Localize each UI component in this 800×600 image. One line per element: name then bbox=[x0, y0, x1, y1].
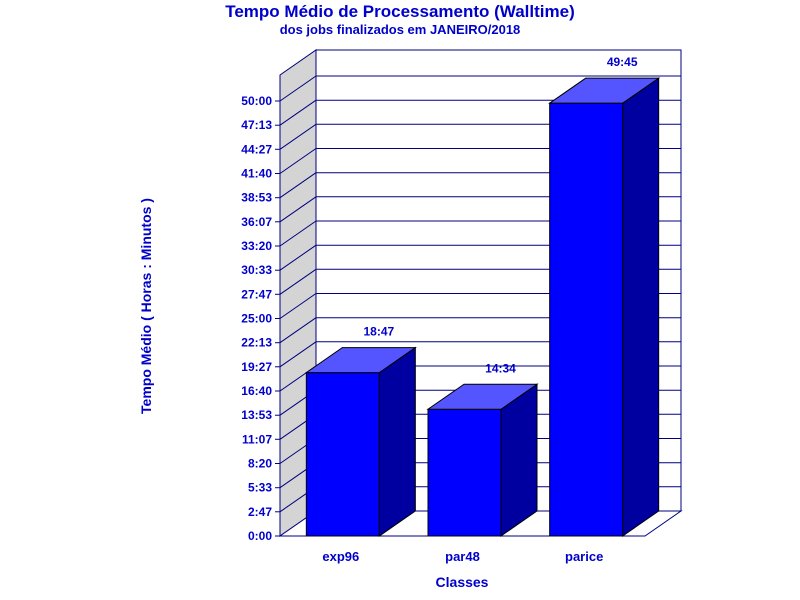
chart-subtitle: dos jobs finalizados em JANEIRO/2018 bbox=[279, 22, 521, 37]
x-tick-label: parice bbox=[565, 549, 603, 564]
y-tick-label: 36:07 bbox=[241, 215, 272, 229]
y-tick-label: 33:20 bbox=[241, 239, 272, 253]
gridline-side bbox=[279, 196, 317, 223]
gridline-side bbox=[279, 148, 317, 174]
bar-value-label: 14:34 bbox=[485, 361, 516, 375]
bar-side bbox=[500, 383, 538, 537]
gridline-side bbox=[279, 99, 317, 126]
gridline-side bbox=[279, 317, 317, 344]
y-tick-label: 27:47 bbox=[241, 287, 272, 301]
bar-value-label: 49:45 bbox=[607, 55, 638, 69]
y-tick-label: 30:33 bbox=[241, 263, 272, 277]
gridline-side bbox=[279, 220, 317, 247]
gridline-side bbox=[279, 75, 317, 102]
x-axis-label: Classes bbox=[435, 574, 489, 590]
x-tick-label: par48 bbox=[445, 549, 480, 564]
y-tick-label: 5:33 bbox=[248, 481, 272, 495]
y-tick-label: 50:00 bbox=[241, 94, 272, 108]
y-tick-label: 8:20 bbox=[248, 457, 272, 471]
y-tick-label: 11:07 bbox=[242, 432, 272, 446]
gridline-side bbox=[279, 268, 317, 295]
bar-front bbox=[549, 102, 624, 537]
bar-side bbox=[378, 346, 416, 537]
y-tick-label: 22:13 bbox=[241, 336, 272, 350]
gridline-side bbox=[279, 172, 317, 199]
bar-side bbox=[622, 77, 660, 537]
gridline-side bbox=[279, 244, 317, 271]
y-tick-label: 38:53 bbox=[241, 191, 272, 205]
y-tick-label: 16:40 bbox=[241, 384, 272, 398]
y-tick-label: 0:00 bbox=[248, 529, 272, 543]
y-tick-label: 41:40 bbox=[241, 166, 272, 180]
bar-front bbox=[427, 408, 502, 537]
x-tick-label: exp96 bbox=[322, 549, 359, 564]
bar-value-label: 18:47 bbox=[363, 325, 394, 339]
gridline-side bbox=[279, 293, 317, 319]
y-tick-label: 47:13 bbox=[241, 118, 272, 132]
y-tick-label: 13:53 bbox=[241, 408, 272, 422]
gridline-side bbox=[279, 123, 317, 150]
bar-top bbox=[548, 77, 661, 104]
chart-title: Tempo Médio de Processamento (Walltime) bbox=[225, 2, 575, 21]
y-tick-label: 19:27 bbox=[241, 360, 272, 374]
bar-top bbox=[304, 347, 417, 374]
bar-top bbox=[426, 383, 539, 410]
y-tick-label: 44:27 bbox=[241, 142, 272, 156]
y-tick-label: 2:47 bbox=[248, 505, 272, 519]
bar-front bbox=[305, 372, 380, 537]
y-tick-label: 25:00 bbox=[241, 312, 272, 326]
gridline-side bbox=[279, 341, 317, 368]
